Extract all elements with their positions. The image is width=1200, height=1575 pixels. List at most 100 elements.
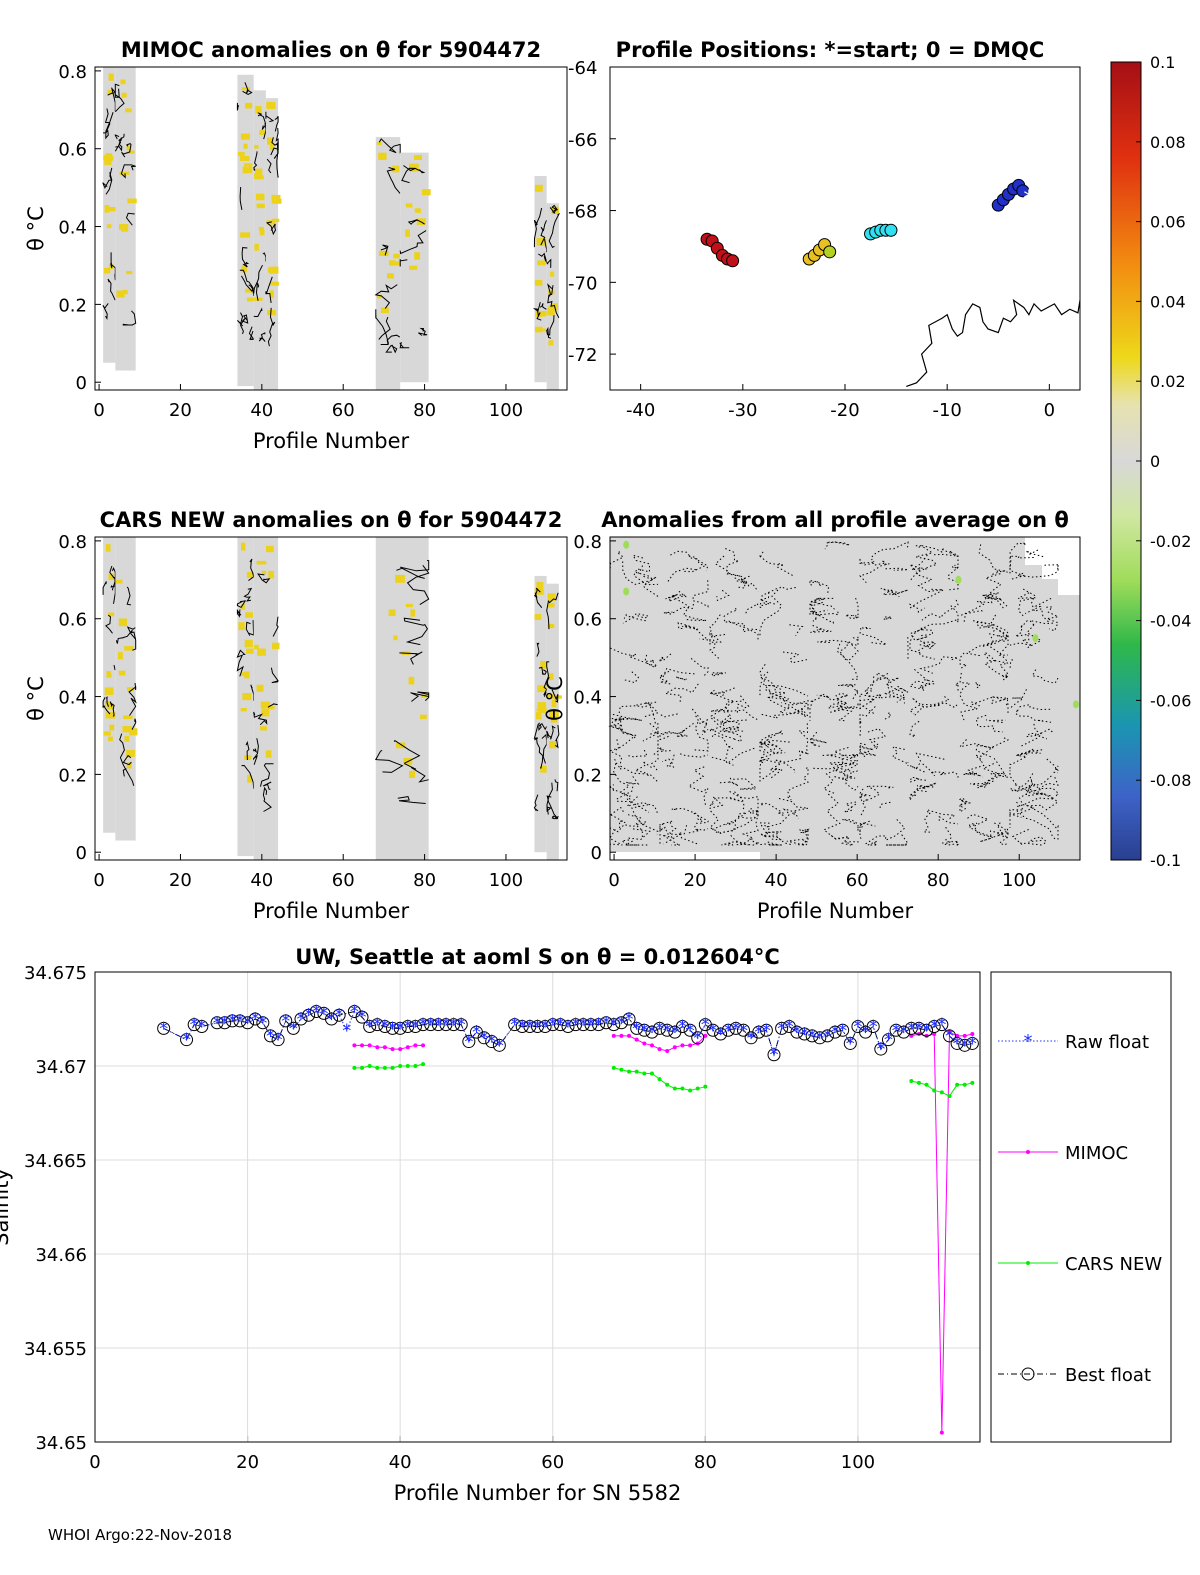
best-float-point [210, 1016, 224, 1030]
raw-float-point: * [228, 1011, 237, 1032]
raw-float-point: * [853, 1017, 862, 1038]
contour-line [644, 654, 659, 668]
contour-line [401, 167, 416, 184]
contour-line [272, 616, 279, 637]
contour-line [963, 609, 983, 624]
contour-line [109, 565, 116, 604]
mimoc-data-block [103, 67, 116, 363]
footer-stamp: WHOI Argo:22-Nov-2018 [48, 1526, 232, 1544]
best-float-point [393, 1021, 407, 1035]
contour-line [799, 829, 809, 846]
mimoc-anomaly-cell [421, 189, 431, 196]
best-float-point [828, 1025, 842, 1039]
mimoc-title: MIMOC anomalies on θ for 5904472 [121, 38, 541, 62]
mimoc-point [634, 1037, 639, 1042]
mimoc-point [657, 1047, 662, 1052]
raw-float-point: * [525, 1017, 534, 1038]
contour-line [863, 819, 906, 846]
best-float-point [561, 1020, 575, 1034]
cars-frame [94, 536, 568, 861]
contour-line [995, 822, 1009, 839]
contour-line [859, 742, 874, 756]
contour-line [111, 566, 116, 591]
mimoc-anomaly-cell [255, 193, 265, 201]
raw-float-point: * [541, 1017, 550, 1038]
contour-line [397, 796, 426, 804]
contour-line [968, 633, 1007, 653]
mimoc-anomaly-cell [269, 290, 274, 299]
contour-line [635, 565, 654, 581]
mimoc-anomaly-cell [237, 151, 245, 156]
best-float-point [645, 1025, 659, 1039]
contour-line [916, 782, 937, 790]
contour-line [1017, 592, 1036, 617]
cars-new-point [909, 1079, 914, 1084]
raw-float-point: * [464, 1032, 473, 1053]
cars-anomaly-cell [538, 708, 548, 713]
contour-line [257, 112, 267, 130]
contour-line [1009, 555, 1034, 575]
contour-line [547, 283, 553, 297]
contour-line [122, 754, 132, 766]
cars-new-point [962, 1082, 967, 1087]
mimoc-anomaly-cell [107, 89, 114, 95]
best-float-point [157, 1021, 171, 1035]
best-float-point [599, 1016, 613, 1030]
mimoc-anomaly-cell [254, 173, 262, 180]
cars-xtick-label: 100 [489, 870, 523, 891]
mimoc-point [375, 1045, 380, 1050]
contour-line [911, 697, 924, 716]
contour-line [938, 815, 959, 825]
contour-line [628, 749, 648, 758]
contour-line [266, 158, 272, 174]
contour-line [829, 761, 856, 782]
contour-line [1046, 758, 1059, 774]
cars-new-point [649, 1071, 654, 1076]
contour-line [830, 747, 859, 766]
cars-anomaly-cell [118, 670, 126, 676]
contour-line [237, 312, 244, 327]
contour-line [270, 140, 279, 156]
best-float-point [736, 1023, 750, 1037]
mimoc-anomaly-cell [104, 267, 111, 274]
allavg-ytick-label: 0.6 [573, 610, 602, 631]
cars-new-point [634, 1069, 639, 1074]
contour-line [239, 269, 255, 297]
contour-line [658, 746, 672, 752]
salinity-legend: * Raw float MIMOC CARS NEW Best float [990, 971, 1172, 1443]
salinity-title: UW, Seattle at aoml S on θ = 0.012604°C [295, 945, 780, 969]
contour-line [662, 667, 695, 679]
contour-line [380, 334, 401, 345]
cars-new-point [703, 1084, 708, 1089]
mimoc-xtick-label: 80 [413, 400, 436, 421]
mimoc-anomaly-cell [414, 155, 423, 161]
cars-anomaly-cell [106, 670, 111, 678]
best-float-point [233, 1014, 247, 1028]
mimoc-point [382, 1045, 387, 1050]
raw-float-point: * [213, 1013, 222, 1034]
contour-line [874, 559, 887, 566]
salinity-ytick-label: 34.65 [35, 1433, 87, 1454]
cars-anomaly-cell [238, 622, 245, 631]
raw-float-point: * [350, 1001, 359, 1022]
cars-anomaly-cell [547, 623, 555, 629]
cars-anomaly-cell [536, 582, 544, 589]
contour-line [105, 695, 109, 707]
salinity-panel: 0 20 40 60 80 100 34.65 34.655 34.66 34.665 34.67 3… [0, 945, 981, 1505]
contour-line [909, 627, 926, 654]
cars-anomaly-cell [123, 715, 133, 720]
contour-line [985, 635, 1009, 663]
raw-float-point: * [945, 1026, 954, 1047]
contour-line [632, 554, 659, 586]
salinity-ytick-label: 34.67 [35, 1057, 87, 1078]
raw-float-point: * [411, 1017, 420, 1038]
contour-line [953, 681, 959, 692]
cars-new-point [367, 1064, 372, 1068]
contour-line [736, 695, 750, 714]
raw-float-point: * [899, 1022, 908, 1043]
salinity-xtick-label: 0 [89, 1452, 100, 1473]
contour-line [103, 112, 114, 140]
contour-line [533, 207, 543, 248]
contour-line [131, 718, 137, 730]
contour-line [716, 589, 730, 602]
